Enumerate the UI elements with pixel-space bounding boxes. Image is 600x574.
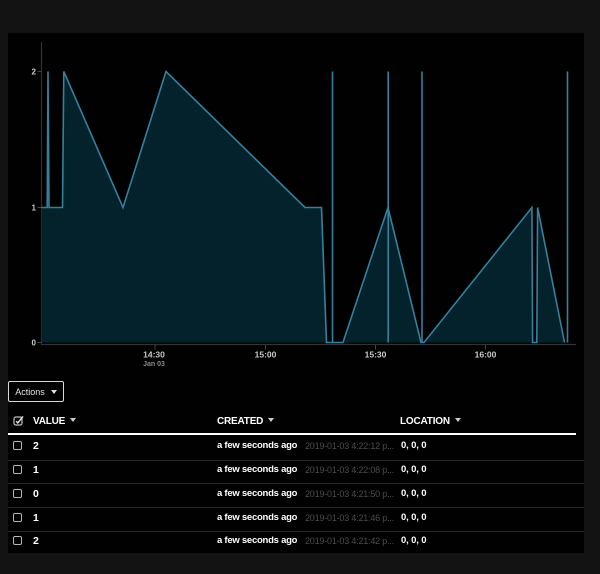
svg-text:0: 0 (32, 339, 37, 348)
svg-text:1: 1 (32, 204, 37, 213)
svg-text:15:00: 15:00 (255, 350, 277, 360)
svg-text:14:30: 14:30 (143, 350, 165, 360)
svg-text:Jan 03: Jan 03 (143, 361, 165, 368)
svg-text:15:30: 15:30 (365, 350, 387, 360)
svg-text:16:00: 16:00 (475, 350, 497, 360)
svg-text:2: 2 (32, 68, 37, 77)
